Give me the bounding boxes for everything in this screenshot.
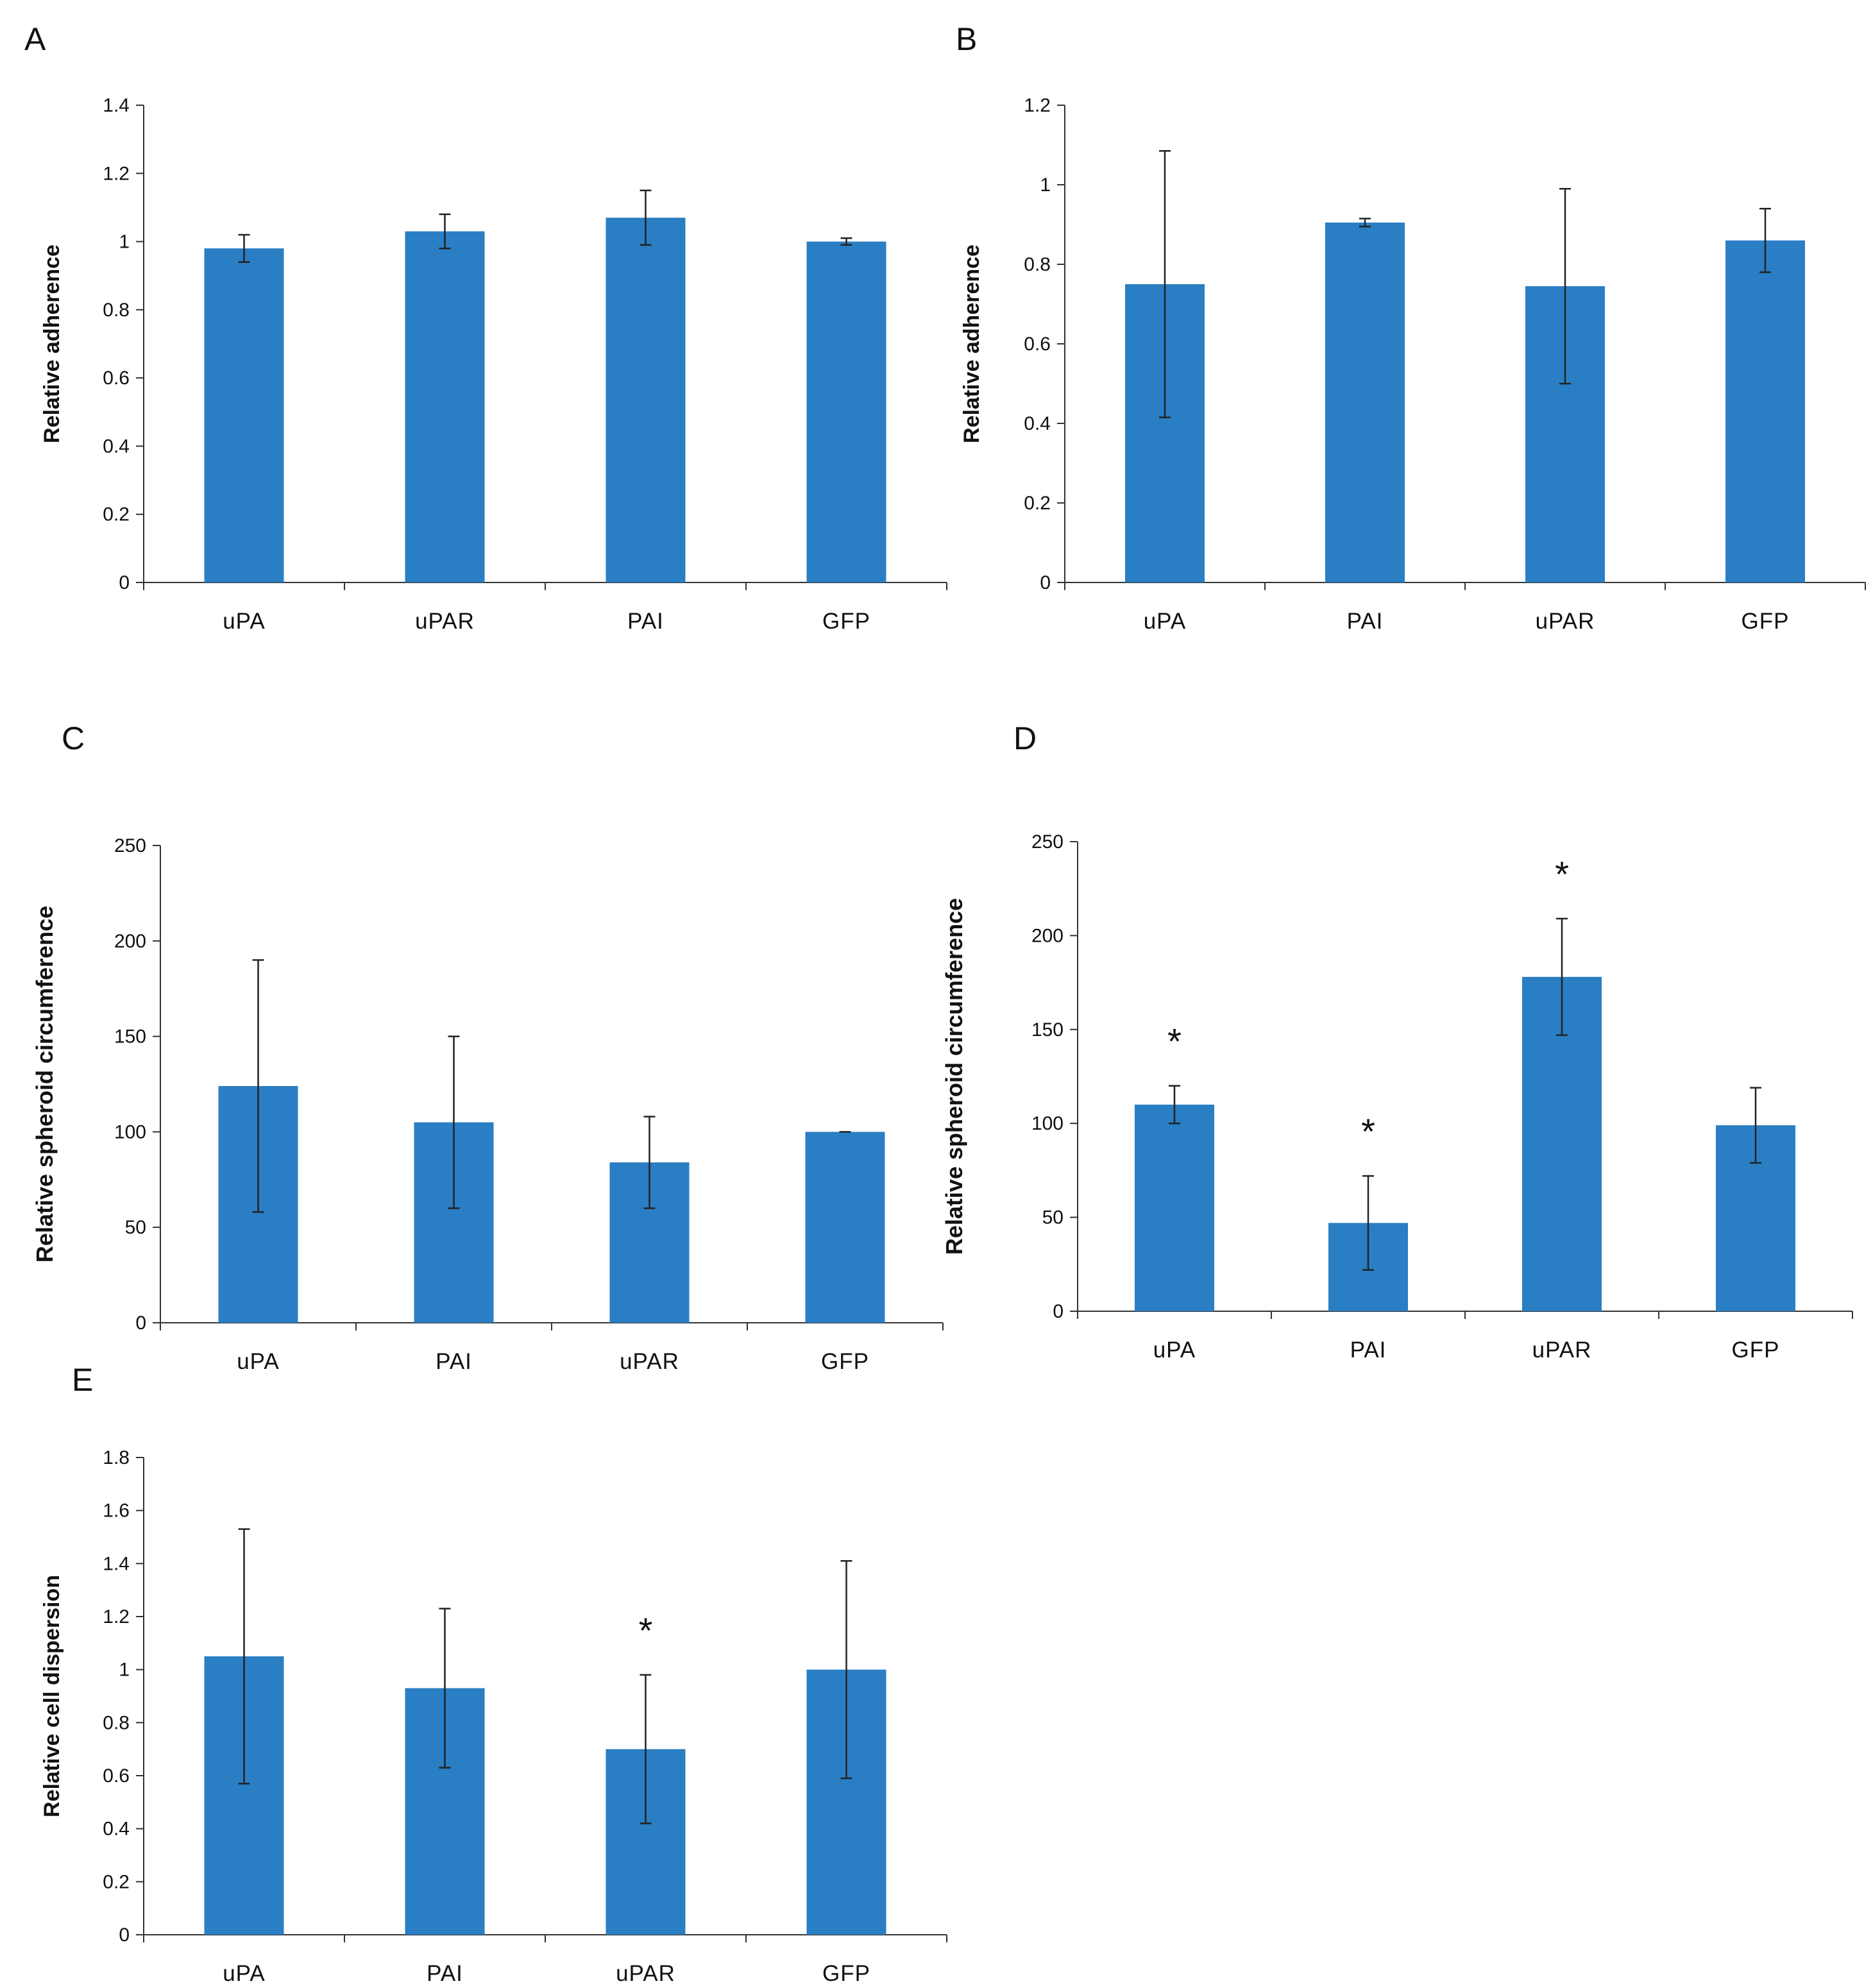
x-tick-label: uPAR <box>620 1349 679 1374</box>
y-tick-label: 0 <box>119 572 130 593</box>
significance-star: * <box>1555 854 1569 894</box>
bar-gfp <box>805 1132 885 1323</box>
y-tick-label: 1 <box>119 1660 130 1681</box>
x-tick-label: GFP <box>1732 1338 1780 1363</box>
bar-upa <box>1135 1104 1214 1311</box>
y-axis-title: Relative adherence <box>40 244 64 443</box>
bar-upar <box>405 231 485 583</box>
panel-letter: C <box>62 720 85 756</box>
y-tick-label: 250 <box>1031 831 1064 853</box>
chart-panel-b: B 0 0.2 0.4 0.6 0.8 1 1.2 uPA PAI uPAR GFP Relative … <box>956 21 1866 634</box>
y-tick-label: 0.4 <box>1024 413 1051 434</box>
chart-panel-e: E 0 0.2 0.4 0.6 0.8 1 1.2 1.4 1.6 1.8 uPA PAI uPAR * GF… <box>40 1362 947 1986</box>
chart-panel-d: D 0 50 100 150 200 250 uPA * PAI * uPAR * GFP Relative… <box>941 720 1853 1363</box>
x-tick-label: uPAR <box>1532 1338 1592 1363</box>
bar-gfp <box>806 241 886 583</box>
x-tick-label: uPA <box>223 609 266 634</box>
y-tick-label: 0.4 <box>103 1819 130 1840</box>
y-axis-title: Relative cell dispersion <box>40 1575 64 1817</box>
y-tick-label: 1.2 <box>103 1606 130 1627</box>
y-tick-label: 200 <box>1031 925 1064 946</box>
x-tick-label: PAI <box>436 1349 472 1374</box>
chart-panel-a: A 0 0.2 0.4 0.6 0.8 1 1.2 1.4 uPA uPAR PAI GFP Relati… <box>24 21 947 634</box>
x-tick-label: GFP <box>822 609 870 634</box>
significance-star: * <box>1361 1111 1375 1151</box>
x-tick-label: uPA <box>237 1349 280 1374</box>
x-tick-label: uPAR <box>616 1961 675 1986</box>
chart-panel-c: C 0 50 100 150 200 250 uPA PAI uPAR GFP Relative sp… <box>31 720 944 1374</box>
y-tick-label: 50 <box>125 1217 146 1238</box>
y-axis-title: Relative spheroid circumference <box>941 898 967 1255</box>
y-tick-label: 100 <box>114 1121 146 1143</box>
y-tick-label: 1.4 <box>103 95 130 116</box>
panel-letter: B <box>956 21 977 57</box>
y-tick-label: 250 <box>114 835 146 856</box>
y-axis-title: Relative spheroid circumference <box>31 906 58 1262</box>
y-tick-label: 100 <box>1031 1113 1064 1134</box>
bar-pai <box>606 217 686 582</box>
x-tick-label: GFP <box>822 1961 870 1986</box>
y-tick-label: 0 <box>1040 572 1051 593</box>
x-tick-label: PAI <box>627 609 664 634</box>
y-tick-label: 0 <box>135 1313 146 1334</box>
x-tick-label: uPAR <box>415 609 475 634</box>
y-tick-label: 0.6 <box>1024 334 1051 355</box>
y-tick-label: 1 <box>119 232 130 253</box>
y-tick-label: 0.8 <box>103 300 130 321</box>
panel-letter: E <box>72 1362 93 1398</box>
x-tick-label: PAI <box>427 1961 463 1986</box>
x-tick-label: GFP <box>821 1349 869 1374</box>
x-tick-label: uPA <box>1144 609 1187 634</box>
y-tick-label: 1 <box>1040 174 1051 196</box>
significance-star: * <box>1167 1021 1182 1062</box>
y-tick-label: 150 <box>114 1026 146 1048</box>
x-tick-label: uPA <box>223 1961 266 1986</box>
y-tick-label: 50 <box>1042 1207 1064 1228</box>
y-tick-label: 0.4 <box>103 436 130 457</box>
panel-letter: A <box>24 21 46 57</box>
y-tick-label: 0.8 <box>1024 254 1051 275</box>
y-tick-label: 150 <box>1031 1019 1064 1041</box>
y-tick-label: 1.8 <box>103 1447 130 1468</box>
significance-star: * <box>639 1610 653 1651</box>
y-axis-title: Relative adherence <box>960 244 984 443</box>
y-tick-label: 0 <box>119 1924 130 1946</box>
bar-gfp <box>1725 240 1805 582</box>
y-tick-label: 1.2 <box>103 163 130 184</box>
y-tick-label: 0.6 <box>103 1765 130 1787</box>
x-tick-label: GFP <box>1742 609 1790 634</box>
y-tick-label: 0.6 <box>103 368 130 389</box>
y-tick-label: 0.2 <box>103 504 130 525</box>
y-tick-label: 1.2 <box>1024 95 1051 116</box>
bar-upa <box>204 248 284 582</box>
bar-pai <box>1325 222 1405 582</box>
panel-letter: D <box>1013 720 1037 756</box>
y-tick-label: 0.8 <box>103 1712 130 1733</box>
x-tick-label: PAI <box>1347 609 1384 634</box>
x-tick-label: uPA <box>1153 1338 1196 1363</box>
y-tick-label: 200 <box>114 931 146 952</box>
y-tick-label: 1.6 <box>103 1500 130 1522</box>
y-tick-label: 0 <box>1053 1301 1064 1322</box>
y-tick-label: 0.2 <box>103 1871 130 1892</box>
x-tick-label: PAI <box>1350 1338 1387 1363</box>
y-tick-label: 0.2 <box>1024 493 1051 514</box>
y-tick-label: 1.4 <box>103 1553 130 1574</box>
x-tick-label: uPAR <box>1536 609 1595 634</box>
